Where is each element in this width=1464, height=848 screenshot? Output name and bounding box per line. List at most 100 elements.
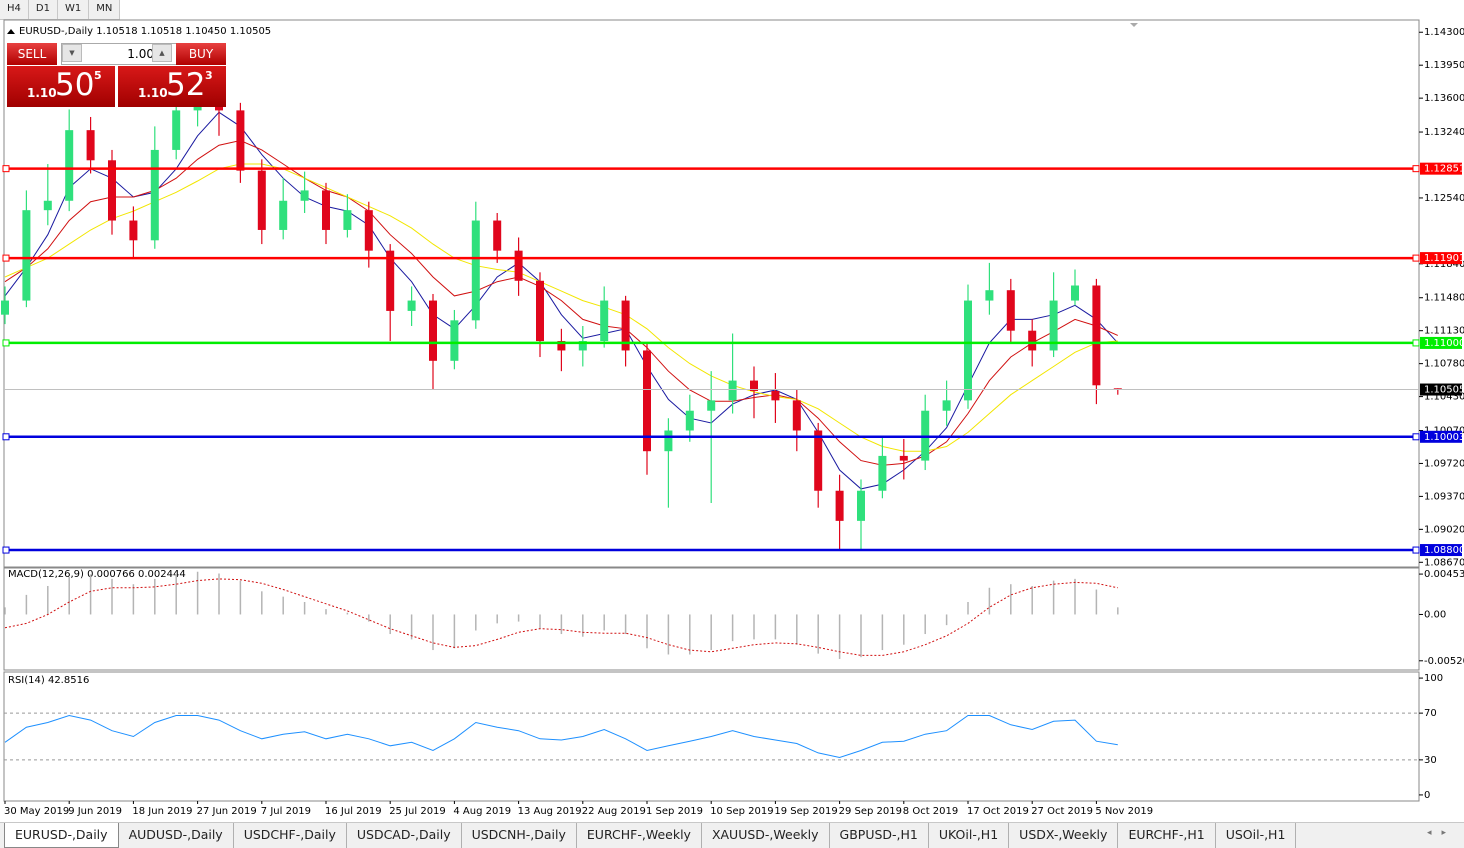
timeframe-button[interactable]: H4 (0, 0, 29, 19)
y-tick-label: 1.11130 (1424, 326, 1464, 337)
level-handle (2, 339, 10, 347)
level-label-bg (1420, 336, 1462, 349)
candle-body (343, 210, 352, 230)
candle-body (493, 220, 502, 251)
candle-body (236, 110, 245, 171)
timeframe-button[interactable]: W1 (58, 0, 90, 19)
x-tick-label: 29 Sep 2019 (839, 806, 902, 817)
candle-body (22, 210, 31, 301)
chart-tab[interactable]: USDX-,Weekly (1009, 823, 1119, 848)
x-tick-label: 17 Oct 2019 (967, 806, 1029, 817)
lots-up[interactable]: ▲ (152, 44, 172, 62)
chart-tab[interactable]: EURCHF-,Weekly (577, 823, 702, 848)
level-label-bg (1420, 162, 1462, 175)
level-label: 1.12851 (1424, 164, 1464, 175)
chart-tab[interactable]: USDCNH-,Daily (462, 823, 577, 848)
candle-body (878, 455, 887, 491)
chart-tab[interactable]: EURUSD-,Daily (4, 823, 119, 848)
candle-body (835, 490, 844, 521)
tab-scroll[interactable]: ◂▸ (1426, 828, 1456, 838)
rsi-line (4, 714, 1118, 759)
chart-tab[interactable]: AUDUSD-,Daily (119, 823, 234, 848)
y-tick-label: 1.14300 (1424, 27, 1464, 38)
buy-button[interactable]: BUY (176, 43, 226, 65)
candle-body (322, 190, 330, 230)
y-tick-label: 0 (1424, 790, 1430, 801)
x-tick-label: 16 Jul 2019 (325, 806, 382, 817)
x-tick-label: 10 Sep 2019 (710, 806, 773, 817)
one-click-trading: SELL 1.00 ▼ ▲ BUY 1.10 50 5 1.10 52 3 (6, 42, 227, 108)
x-tick-label: 7 Jul 2019 (261, 806, 311, 817)
candle-body (750, 380, 758, 391)
candle-body (771, 390, 780, 401)
candle-body (621, 300, 630, 351)
macd-signal (4, 578, 1118, 656)
candle-body (1092, 285, 1101, 386)
ask-frac: 3 (205, 69, 213, 82)
candle-body (536, 280, 544, 342)
y-tick-label: 1.11840 (1424, 259, 1464, 270)
current-price-label-bg (1420, 383, 1462, 396)
bid-big: 1.10 (27, 86, 57, 100)
chart-tab[interactable]: USDCHF-,Daily (234, 823, 347, 848)
timeframe-button[interactable]: MN (89, 0, 121, 19)
y-tick-label: 1.09370 (1424, 491, 1464, 502)
level-handle (1412, 546, 1420, 554)
chart-tab[interactable]: GBPUSD-,H1 (830, 823, 929, 848)
candle-body (279, 200, 288, 230)
y-tick-label: 0.00 (1424, 609, 1446, 620)
candle-body (857, 490, 865, 521)
candle-body (514, 250, 523, 281)
chart-tab[interactable]: USDCAD-,Daily (347, 823, 462, 848)
chart-title: EURUSD-,Daily 1.10518 1.10518 1.10450 1.… (19, 26, 271, 37)
candle-body (43, 200, 52, 211)
current-price-label: 1.10505 (1424, 385, 1464, 396)
chart-tab[interactable]: UKOil-,H1 (929, 823, 1010, 848)
timeframe-toolbar: H4 D1 W1 MN (0, 0, 121, 20)
lots-down[interactable]: ▼ (62, 44, 82, 62)
lots-input[interactable]: 1.00 (61, 43, 177, 65)
y-tick-label: 1.13240 (1424, 127, 1464, 138)
y-tick-label: 1.13950 (1424, 60, 1464, 71)
moving-average (4, 139, 1119, 466)
level-label: 1.11000 (1424, 338, 1464, 349)
x-tick-label: 5 Nov 2019 (1095, 806, 1153, 817)
x-tick-label: 19 Sep 2019 (774, 806, 837, 817)
bid-price[interactable]: 1.10 50 5 (7, 66, 115, 107)
level-handle (2, 254, 10, 262)
candle-body (814, 430, 823, 491)
level-handle (2, 546, 10, 554)
chart-tab[interactable]: EURCHF-,H1 (1118, 823, 1216, 848)
candle-body (707, 400, 716, 411)
y-tick-label: 0.004536 (1424, 569, 1464, 580)
candle-body (985, 290, 994, 301)
y-tick-label: 1.11480 (1424, 293, 1464, 304)
timeframe-button[interactable]: D1 (29, 0, 58, 19)
y-tick-label: 1.10430 (1424, 392, 1464, 403)
x-tick-label: 27 Oct 2019 (1031, 806, 1093, 817)
candle-body (1071, 285, 1079, 301)
candle-body (471, 220, 480, 321)
candle-body (664, 430, 673, 452)
level-handle (1412, 339, 1420, 347)
x-tick-label: 1 Sep 2019 (646, 806, 703, 817)
bid-pips: 50 (55, 67, 95, 103)
rsi-title: RSI(14) 42.8516 (8, 675, 89, 686)
sell-button[interactable]: SELL (7, 43, 57, 65)
macd-frame (3, 567, 1420, 671)
candle-body (300, 190, 309, 201)
chart-tab[interactable]: USOil-,H1 (1216, 823, 1297, 848)
moving-average (4, 111, 1119, 490)
level-label-bg (1420, 430, 1462, 443)
candle-body (792, 400, 801, 431)
x-tick-label: 18 Jun 2019 (132, 806, 192, 817)
candle-body (643, 350, 651, 452)
candle-body (685, 410, 694, 431)
candle-body (1028, 330, 1037, 351)
y-tick-label: 70 (1424, 708, 1437, 719)
x-tick-label: 22 Aug 2019 (582, 806, 646, 817)
x-tick-label: 8 Oct 2019 (903, 806, 958, 817)
ask-price[interactable]: 1.10 52 3 (118, 66, 226, 107)
x-tick-label: 27 Jun 2019 (197, 806, 257, 817)
chart-tab[interactable]: XAUUSD-,Weekly (702, 823, 830, 848)
